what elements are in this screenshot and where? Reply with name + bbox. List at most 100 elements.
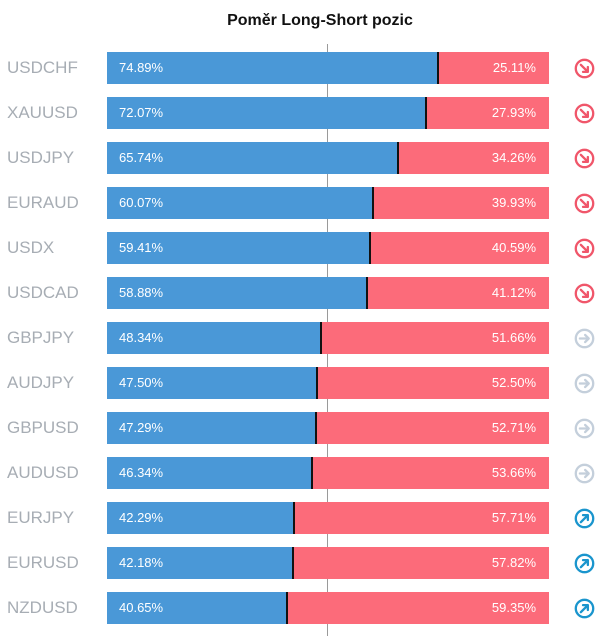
ratio-bar: 47.29% 52.71% <box>107 412 549 444</box>
ratio-row: GBPUSD 47.29% 52.71% <box>0 411 609 445</box>
long-short-divider <box>397 142 399 174</box>
symbol-label: EURUSD <box>7 553 79 572</box>
ratio-row: AUDUSD 46.34% 53.66% <box>0 456 609 490</box>
ratio-bar: 48.34% 51.66% <box>107 322 549 354</box>
long-bar-segment <box>107 592 287 624</box>
long-short-divider <box>315 412 317 444</box>
ratio-bar: 58.88% 41.12% <box>107 277 549 309</box>
arrow-down-right-circle-icon <box>574 58 595 79</box>
short-percentage-label: 34.26% <box>491 150 536 165</box>
long-bar-segment <box>107 277 367 309</box>
arrow-down-right-circle-icon <box>574 283 595 304</box>
ratio-bar: 65.74% 34.26% <box>107 142 549 174</box>
long-short-divider <box>366 277 368 309</box>
long-bar-segment <box>107 322 321 354</box>
long-bar-segment <box>107 232 370 264</box>
arrow-right-circle-icon <box>574 418 595 439</box>
symbol-label: USDX <box>7 238 55 257</box>
long-percentage-label: 40.65% <box>119 600 164 615</box>
ratio-bar: 47.50% 52.50% <box>107 367 549 399</box>
symbol-label: XAUUSD <box>7 103 78 122</box>
symbol-label: USDCHF <box>7 58 78 77</box>
long-short-divider <box>372 187 374 219</box>
long-percentage-label: 42.18% <box>119 555 164 570</box>
short-bar-segment <box>317 367 549 399</box>
ratio-row: XAUUSD 72.07% 27.93% <box>0 96 609 130</box>
short-bar-segment <box>438 52 549 84</box>
long-short-divider <box>437 52 439 84</box>
short-bar-segment <box>321 322 549 354</box>
short-percentage-label: 52.50% <box>491 375 536 390</box>
long-short-divider <box>316 367 318 399</box>
long-percentage-label: 42.29% <box>119 510 164 525</box>
long-bar-segment <box>107 502 294 534</box>
ratio-row: EURJPY 42.29% 57.71% <box>0 501 609 535</box>
short-bar-segment <box>293 547 549 579</box>
ratio-row: USDX 59.41% 40.59% <box>0 231 609 265</box>
short-percentage-label: 39.93% <box>491 195 536 210</box>
long-short-divider <box>293 502 295 534</box>
short-bar-segment <box>312 457 549 489</box>
arrow-down-right-circle-icon <box>574 103 595 124</box>
arrow-up-right-circle-icon <box>574 553 595 574</box>
symbol-label: GBPJPY <box>7 328 75 347</box>
short-percentage-label: 51.66% <box>491 330 536 345</box>
ratio-row: USDCAD 58.88% 41.12% <box>0 276 609 310</box>
long-percentage-label: 65.74% <box>119 150 164 165</box>
short-percentage-label: 52.71% <box>491 420 536 435</box>
long-bar-segment <box>107 547 293 579</box>
symbol-label: GBPUSD <box>7 418 79 437</box>
symbol-label: AUDJPY <box>7 373 75 392</box>
long-bar-segment <box>107 52 438 84</box>
long-percentage-label: 59.41% <box>119 240 164 255</box>
short-percentage-label: 53.66% <box>491 465 536 480</box>
long-bar-segment <box>107 97 426 129</box>
short-bar-segment <box>287 592 549 624</box>
symbol-label: NZDUSD <box>7 598 78 617</box>
long-bar-segment <box>107 367 317 399</box>
short-percentage-label: 59.35% <box>491 600 536 615</box>
ratio-row: NZDUSD 40.65% 59.35% <box>0 591 609 625</box>
symbol-label: USDJPY <box>7 148 75 167</box>
ratio-bar: 46.34% 53.66% <box>107 457 549 489</box>
symbol-label: EURJPY <box>7 508 75 527</box>
short-percentage-label: 57.82% <box>491 555 536 570</box>
long-percentage-label: 58.88% <box>119 285 164 300</box>
arrow-down-right-circle-icon <box>574 148 595 169</box>
long-short-divider <box>311 457 313 489</box>
ratio-row: AUDJPY 47.50% 52.50% <box>0 366 609 400</box>
short-percentage-label: 25.11% <box>492 60 536 75</box>
arrow-right-circle-icon <box>574 373 595 394</box>
ratio-row: EURUSD 42.18% 57.82% <box>0 546 609 580</box>
long-bar-segment <box>107 187 373 219</box>
long-short-divider <box>320 322 322 354</box>
arrow-up-right-circle-icon <box>574 598 595 619</box>
short-bar-segment <box>398 142 549 174</box>
short-bar-segment <box>370 232 549 264</box>
ratio-row: EURAUD 60.07% 39.93% <box>0 186 609 220</box>
long-percentage-label: 74.89% <box>119 60 164 75</box>
short-bar-segment <box>316 412 549 444</box>
short-percentage-label: 40.59% <box>491 240 536 255</box>
ratio-row: USDJPY 65.74% 34.26% <box>0 141 609 175</box>
ratio-bar: 72.07% 27.93% <box>107 97 549 129</box>
long-percentage-label: 72.07% <box>119 105 164 120</box>
symbol-label: EURAUD <box>7 193 79 212</box>
arrow-down-right-circle-icon <box>574 238 595 259</box>
ratio-row: GBPJPY 48.34% 51.66% <box>0 321 609 355</box>
arrow-up-right-circle-icon <box>574 508 595 529</box>
ratio-bar: 40.65% 59.35% <box>107 592 549 624</box>
long-percentage-label: 47.50% <box>119 375 164 390</box>
short-bar-segment <box>426 97 549 129</box>
long-bar-segment <box>107 412 316 444</box>
long-bar-segment <box>107 142 398 174</box>
short-percentage-label: 41.12% <box>491 285 536 300</box>
long-short-divider <box>425 97 427 129</box>
long-percentage-label: 48.34% <box>119 330 164 345</box>
arrow-right-circle-icon <box>574 463 595 484</box>
arrow-down-right-circle-icon <box>574 193 595 214</box>
long-percentage-label: 46.34% <box>119 465 164 480</box>
ratio-row: USDCHF 74.89% 25.11% <box>0 51 609 85</box>
short-bar-segment <box>367 277 549 309</box>
ratio-bar: 59.41% 40.59% <box>107 232 549 264</box>
